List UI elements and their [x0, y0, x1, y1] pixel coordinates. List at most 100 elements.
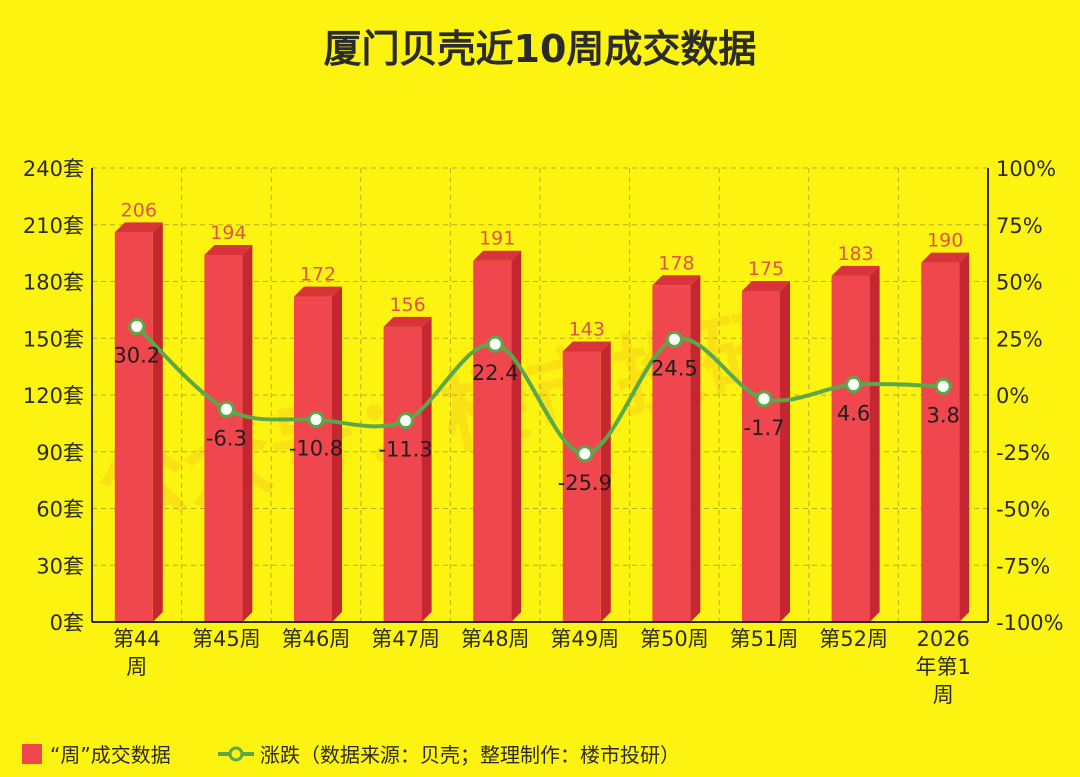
left-tick-label: 90套 — [36, 441, 84, 465]
change-value-label: 22.4 — [472, 361, 519, 385]
bar — [921, 262, 960, 622]
change-point — [486, 335, 504, 353]
x-tick-label: 第45周 — [192, 627, 261, 651]
bar-value-label: 178 — [658, 252, 694, 274]
right-tick-label: 25% — [996, 327, 1043, 351]
right-tick-label: -100% — [996, 611, 1064, 635]
bar-value-label: 172 — [300, 264, 336, 286]
bar-side — [242, 245, 253, 622]
bar — [742, 290, 780, 622]
bar — [562, 351, 601, 622]
x-tick-label: 第44 — [113, 627, 161, 651]
change-value-label: 4.6 — [837, 402, 870, 426]
left-tick-label: 30套 — [36, 554, 84, 578]
right-tick-label: 0% — [996, 384, 1029, 408]
change-value-label: -11.3 — [378, 438, 432, 462]
legend-line-marker — [228, 746, 244, 762]
bar — [831, 275, 870, 622]
change-point — [217, 400, 235, 418]
bar-top — [921, 252, 970, 263]
right-tick-label: 50% — [996, 271, 1043, 295]
bar-value-label: 183 — [837, 243, 873, 265]
x-tick-label: 第48周 — [461, 627, 530, 651]
right-axis-ticks: -100% -75% -50% -25% 0% 25% 50% 75% 100% — [996, 157, 1064, 635]
bar-side — [780, 280, 790, 622]
change-point — [128, 317, 146, 335]
bar-side — [332, 286, 342, 622]
right-tick-label: -75% — [996, 554, 1050, 578]
bar-side — [600, 341, 611, 622]
left-tick-label: 210套 — [23, 214, 84, 238]
x-tick-label: 年第1 — [916, 655, 971, 679]
bar-value-label: 194 — [210, 222, 246, 244]
chart-title: 厦门贝壳近10周成交数据 — [324, 27, 757, 71]
bar — [294, 296, 332, 622]
bar-top — [114, 222, 163, 233]
change-line: 30.2 -6.3 -10.8 -11.3 22.4 -25.9 24.5 -1.7 4.6 3.… — [113, 317, 960, 495]
axes — [91, 168, 989, 623]
left-tick-label: 0套 — [50, 611, 84, 635]
bar — [114, 232, 153, 623]
change-value-label: -10.8 — [289, 437, 343, 461]
left-axis-ticks: 0套 30套 60套 90套 120套 150套 180套 210套 240套 — [23, 157, 84, 635]
change-value-label: 24.5 — [651, 356, 698, 380]
bar-side — [511, 250, 522, 623]
legend-bar-swatch — [22, 744, 42, 764]
left-tick-label: 240套 — [23, 157, 84, 181]
change-point — [397, 412, 415, 430]
x-tick-label: 第52周 — [819, 627, 888, 651]
bar — [473, 260, 512, 622]
change-point — [307, 411, 325, 429]
bar — [383, 326, 422, 622]
bar-top — [831, 265, 880, 276]
x-tick-label: 第50周 — [640, 627, 709, 651]
x-tick-label: 周 — [933, 683, 954, 707]
bars: 206 194 172 156 191 143 178 175 183 190 — [114, 199, 970, 623]
change-value-label: -6.3 — [206, 426, 247, 450]
x-axis-labels: 第44 周 第45周 第46周 第47周 第48周 第49周 第50周 第51周 第52周 2026… — [113, 627, 971, 707]
x-tick-label: 第47周 — [371, 627, 440, 651]
bar-side — [959, 252, 970, 623]
right-tick-label: -25% — [996, 441, 1050, 465]
bar-top — [383, 316, 432, 327]
legend-line-label: 涨跌（数据来源：贝壳；整理制作：楼市投研） — [260, 743, 680, 767]
bar-value-label: 191 — [479, 228, 515, 250]
right-tick-label: 100% — [996, 157, 1056, 181]
change-point — [576, 445, 594, 463]
bar-top — [562, 341, 611, 352]
x-tick-label: 周 — [126, 655, 147, 679]
change-value-label: 30.2 — [113, 343, 160, 367]
bar-value-label: 190 — [927, 230, 963, 252]
change-point — [934, 377, 952, 395]
change-value-label: -1.7 — [744, 416, 785, 440]
change-value-label: -25.9 — [558, 471, 612, 495]
bar-side — [690, 275, 701, 622]
bar — [204, 255, 243, 622]
right-tick-label: -50% — [996, 498, 1050, 522]
x-tick-label: 第51周 — [730, 627, 799, 651]
bar-top — [204, 245, 253, 256]
change-point — [665, 330, 683, 348]
change-line-path — [135, 324, 944, 456]
bar-top — [652, 275, 701, 286]
legend: “周”成交数据 涨跌（数据来源：贝壳；整理制作：楼市投研） — [22, 743, 680, 767]
bar-value-label: 143 — [569, 318, 605, 340]
left-tick-label: 120套 — [23, 384, 84, 408]
bar-top — [294, 286, 342, 297]
bar-value-label: 206 — [121, 199, 157, 221]
bar-side — [421, 316, 432, 622]
legend-bar-label: “周”成交数据 — [50, 743, 171, 767]
change-point — [755, 390, 773, 408]
left-tick-label: 180套 — [23, 271, 84, 295]
change-value-label: 3.8 — [926, 403, 959, 427]
bar-top — [742, 280, 790, 291]
x-tick-label: 第46周 — [282, 627, 351, 651]
left-tick-label: 150套 — [23, 327, 84, 351]
bar-side — [869, 265, 880, 622]
bar-side — [152, 222, 163, 623]
left-tick-label: 60套 — [36, 498, 84, 522]
right-tick-label: 75% — [996, 214, 1043, 238]
bar-top — [473, 250, 522, 261]
change-point — [845, 376, 863, 394]
